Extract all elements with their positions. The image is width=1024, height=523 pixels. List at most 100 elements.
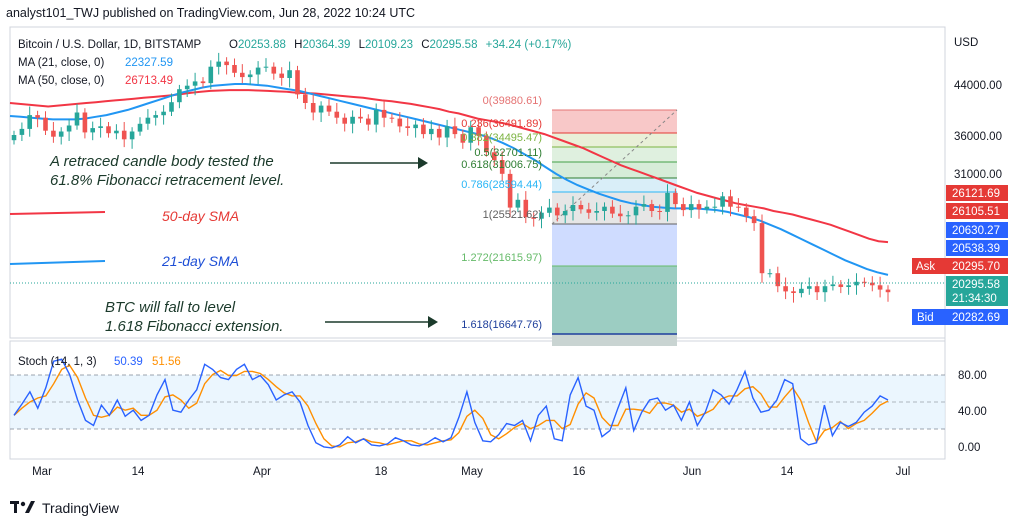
time-tick-14b: 14 bbox=[781, 466, 794, 478]
candle-body bbox=[184, 85, 190, 90]
candle-body bbox=[523, 199, 529, 218]
stoch-axis[interactable]: 80.00 40.00 0.00 bbox=[958, 370, 987, 454]
candle-body bbox=[791, 291, 796, 293]
candle-body bbox=[570, 205, 576, 211]
fib-zone-below bbox=[552, 334, 677, 346]
legend-ma21-value: 22327.59 bbox=[125, 57, 173, 69]
fib-zone-1-1272 bbox=[552, 224, 677, 266]
candle-body bbox=[161, 111, 166, 116]
candle-body bbox=[19, 128, 25, 135]
tag-ma21-b: 20538.39 bbox=[952, 243, 1000, 255]
note-ext-line2: 1.618 Fibonacci extension. bbox=[105, 318, 283, 335]
candle-body bbox=[657, 211, 662, 212]
price-tick-44000: 44000.00 bbox=[954, 80, 1002, 92]
candle-body bbox=[43, 117, 48, 131]
fib-labels: 0(39880.61) 0.236(36491.89) 0.382(34495.… bbox=[461, 95, 542, 331]
ma50-layer bbox=[9, 89, 889, 244]
fib-label-1: 1(25521.62) bbox=[483, 209, 542, 221]
candle-body bbox=[98, 126, 103, 128]
candle-body bbox=[562, 211, 568, 216]
candle-body bbox=[673, 192, 678, 205]
candle-body bbox=[547, 207, 552, 213]
candle-body bbox=[814, 286, 820, 293]
candle-body bbox=[452, 126, 458, 135]
stoch-tick-40: 40.00 bbox=[958, 406, 987, 418]
candle-body bbox=[169, 102, 174, 112]
tag-ma21-a: 20630.27 bbox=[952, 225, 1000, 237]
candle-body bbox=[153, 115, 158, 118]
legend-ma50-label: MA (50, close, 0) bbox=[18, 75, 104, 87]
candle-body bbox=[413, 124, 418, 129]
ohlc-o-val: 20253.88 bbox=[238, 39, 286, 51]
candle-body bbox=[862, 281, 867, 283]
candle-body bbox=[531, 217, 536, 219]
price-pane bbox=[9, 26, 946, 339]
candle-body bbox=[610, 206, 615, 214]
candle-body bbox=[885, 289, 891, 293]
fib-retracement[interactable] bbox=[551, 109, 678, 346]
note-ext-line1: BTC will fall to level bbox=[105, 299, 236, 316]
candle-body bbox=[492, 152, 497, 161]
candle-body bbox=[870, 282, 875, 286]
time-tick-mar: Mar bbox=[32, 466, 52, 478]
annotations: A retraced candle body tested the 61.8% … bbox=[9, 153, 438, 335]
chart-legend: Bitcoin / U.S. Dollar, 1D, BITSTAMP O202… bbox=[18, 39, 572, 368]
candle-body bbox=[129, 131, 135, 140]
chart-canvas[interactable]: 0(39880.61) 0.236(36491.89) 0.382(34495.… bbox=[0, 26, 1024, 492]
candle-body bbox=[476, 127, 481, 136]
candle-body bbox=[681, 204, 686, 211]
ohlc-c-key: C bbox=[421, 39, 429, 51]
candle-body bbox=[539, 212, 544, 219]
candle-body bbox=[515, 199, 521, 208]
label-sma50: 50-day SMA bbox=[162, 208, 239, 224]
candle-body bbox=[334, 111, 340, 118]
tradingview-logo-icon bbox=[10, 500, 36, 515]
time-tick-may: May bbox=[461, 466, 483, 478]
candle-body bbox=[263, 66, 269, 68]
time-tick-jun: Jun bbox=[683, 466, 702, 478]
fib-label-1618: 1.618(16647.76) bbox=[461, 319, 542, 331]
stoch-k-line bbox=[13, 358, 889, 449]
ohlc-o-key: O bbox=[229, 39, 238, 51]
fib-label-05: 0.5(32701.11) bbox=[474, 147, 542, 159]
candle-body bbox=[633, 206, 639, 216]
candle-body bbox=[82, 112, 88, 133]
candle-body bbox=[405, 126, 410, 128]
candle-body bbox=[712, 206, 718, 208]
candle-body bbox=[366, 118, 371, 125]
legend-stoch-label: Stoch (14, 1, 3) bbox=[18, 356, 97, 368]
candle-body bbox=[429, 128, 434, 135]
ohlc-l-val: 20109.23 bbox=[365, 39, 413, 51]
stoch-layer bbox=[13, 358, 889, 449]
footer-brand: TradingView bbox=[42, 499, 120, 516]
tag-ma21-b-bg bbox=[946, 240, 1008, 256]
price-axis[interactable]: USD 44000.00 36000.00 31000.00 bbox=[954, 37, 1002, 181]
candle-body bbox=[295, 70, 300, 95]
candle-body bbox=[177, 89, 182, 103]
candle-body bbox=[192, 81, 198, 86]
price-axis-unit: USD bbox=[954, 37, 978, 49]
candle-body bbox=[137, 123, 143, 132]
ask-label-bg bbox=[912, 258, 946, 274]
bid-label: Bid bbox=[917, 312, 934, 324]
candle-body bbox=[830, 284, 836, 287]
candle-body bbox=[397, 118, 403, 127]
candle-body bbox=[775, 273, 781, 287]
tag-ma50-b-bg bbox=[946, 203, 1008, 219]
fib-zone-0618-0786 bbox=[552, 178, 677, 192]
candle-body bbox=[649, 204, 655, 211]
note-ext-arrowhead bbox=[428, 316, 438, 328]
stoch-d-line bbox=[13, 364, 889, 448]
legend-symbol: Bitcoin / U.S. Dollar, 1D, BITSTAMP bbox=[18, 39, 202, 51]
candle-body bbox=[618, 213, 623, 217]
candle-body bbox=[436, 128, 442, 138]
candle-body bbox=[665, 192, 670, 212]
time-axis[interactable]: Mar 14 Apr 18 May 16 Jun 14 Jul bbox=[32, 466, 910, 478]
candle-body bbox=[145, 117, 151, 124]
fib-trend-line bbox=[551, 109, 678, 225]
candle-body bbox=[303, 94, 308, 103]
time-tick-jul: Jul bbox=[896, 466, 911, 478]
publish-header: analyst101_TWJ published on TradingView.… bbox=[0, 0, 1024, 26]
candle-body bbox=[240, 72, 245, 78]
candle-body bbox=[460, 134, 466, 143]
